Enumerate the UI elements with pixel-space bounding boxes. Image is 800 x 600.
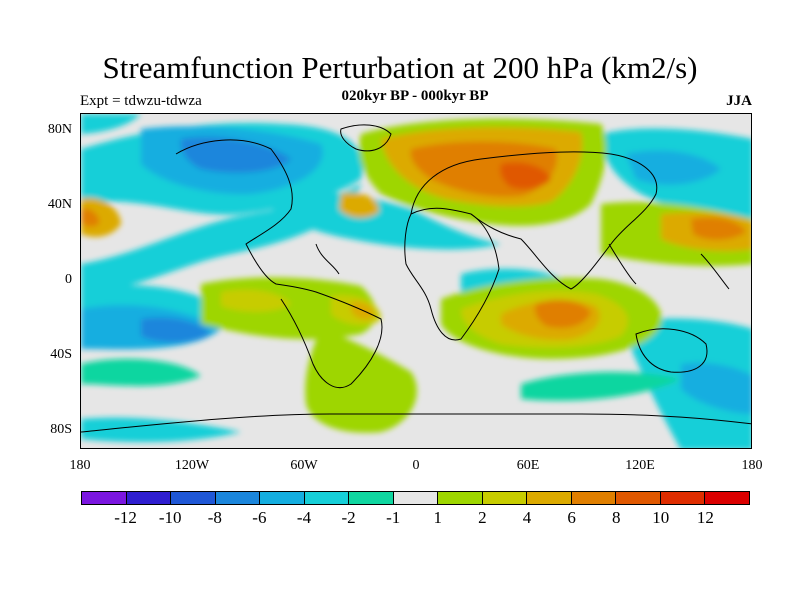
contour-field xyxy=(81,114,751,448)
colorbar-tick-label: -4 xyxy=(296,508,312,527)
lat-tick-80s: 80S xyxy=(50,422,72,437)
colorbar-box xyxy=(393,492,439,504)
colorbar xyxy=(81,491,750,505)
map-panel xyxy=(80,113,752,449)
lon-tick-120e: 120E xyxy=(625,458,655,473)
colorbar-box xyxy=(527,492,572,504)
colorbar-box xyxy=(349,492,394,504)
colorbar-tick-label: 12 xyxy=(696,508,714,527)
colorbar-tick-label: 8 xyxy=(611,508,621,527)
coastlines xyxy=(81,124,751,433)
colorbar-tick-label: -1 xyxy=(386,508,401,527)
colorbar-tick-label: 6 xyxy=(567,508,576,527)
lon-tick-0: 0 xyxy=(412,458,420,473)
lon-tick-60w: 60W xyxy=(290,458,318,473)
lat-tick-40s: 40S xyxy=(50,347,72,362)
colorbar-box xyxy=(616,492,661,504)
lat-tick-40n: 40N xyxy=(47,197,72,212)
colorbar-box xyxy=(705,492,749,504)
colorbar-box xyxy=(482,492,528,504)
colorbar-tick-label: 10 xyxy=(652,508,670,527)
lat-tick-0: 0 xyxy=(65,272,72,287)
lat-tick-80n: 80N xyxy=(47,122,72,137)
colorbar-tick-label: -8 xyxy=(207,508,222,527)
period-label: 020kyr BP - 000kyr BP xyxy=(341,88,489,104)
colorbar-tick-label: -6 xyxy=(252,508,267,527)
colorbar-box xyxy=(260,492,305,504)
colorbar-box xyxy=(304,492,350,504)
colorbar-box xyxy=(126,492,172,504)
colorbar-box xyxy=(215,492,261,504)
lon-tick-180w: 180 xyxy=(69,458,91,473)
colorbar-tick-label: 2 xyxy=(478,508,487,527)
lon-tick-120w: 120W xyxy=(174,458,210,473)
experiment-label: Expt = tdwzu-tdwza xyxy=(80,93,202,109)
colorbar-box xyxy=(438,492,483,504)
colorbar-tick-label: -10 xyxy=(158,508,182,527)
colorbar-box xyxy=(171,492,216,504)
colorbar-box xyxy=(660,492,706,504)
colorbar-tick-label: 4 xyxy=(522,508,532,527)
colorbar-tick-label: -12 xyxy=(114,508,137,527)
lon-tick-180e: 180 xyxy=(741,458,763,473)
colorbar-box xyxy=(82,492,127,504)
lon-tick-60e: 60E xyxy=(516,458,540,473)
season-label: JJA xyxy=(726,93,752,109)
map-title: Streamfunction Perturbation at 200 hPa (… xyxy=(102,50,698,85)
colorbar-tick-label: -2 xyxy=(341,508,356,527)
colorbar-tick-label: 1 xyxy=(433,508,443,527)
colorbar-box xyxy=(571,492,617,504)
